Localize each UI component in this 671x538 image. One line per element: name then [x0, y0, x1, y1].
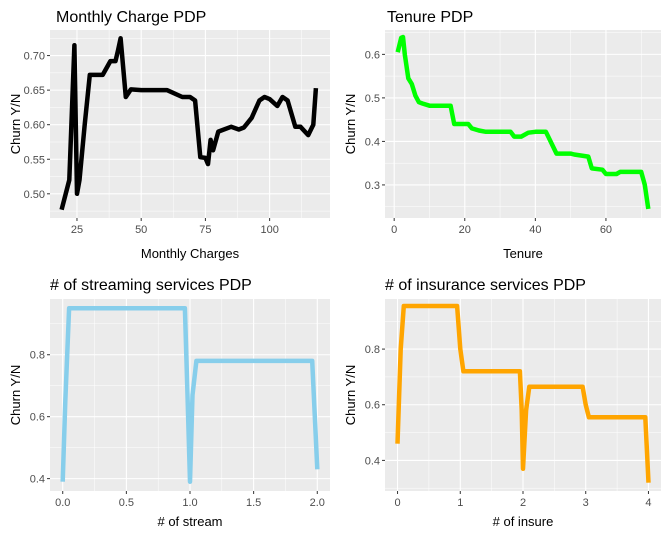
streaming-services-pdp-panel: 0.0 0.5 1.0 1.5 2.0 0.4 0.6 0.8 # of streaming s…: [8, 277, 330, 529]
insurance-y-tick-label: 0.4: [365, 455, 380, 467]
insurance-title: # of insurance services PDP: [385, 277, 586, 294]
tenure-x-tick-label: 0: [391, 224, 397, 236]
insurance-pdp-line: [395, 303, 651, 483]
insurance-x-tick-label: 1: [457, 497, 463, 509]
monthly-charge-y-tick-label: 0.55: [24, 154, 45, 166]
tenure-y-tick-label: 0.5: [365, 93, 380, 105]
tenure-y-tick-label: 0.6: [365, 49, 380, 61]
streaming-y-tick-label: 0.4: [30, 474, 45, 486]
tenure-x-tick-label: 20: [459, 224, 471, 236]
tenure-pdp-panel: 0 20 40 60 0.3 0.4 0.5 0.6 Tenure PDP Tenure Churn…: [343, 9, 661, 261]
tenure-x-axis-label: Tenure: [503, 246, 543, 261]
streaming-x-tick-label: 2.0: [310, 497, 325, 509]
monthly-charge-y-tick-label: 0.65: [24, 85, 45, 97]
monthly-charge-y-tick-label: 0.70: [24, 51, 45, 63]
tenure-y-tick-label: 0.3: [365, 180, 380, 192]
tenure-x-tick-label: 60: [600, 224, 612, 236]
streaming-x-tick-label: 0.5: [119, 497, 134, 509]
monthly-charge-x-tick-label: 75: [199, 224, 211, 236]
insurance-y-tick-label: 0.8: [365, 344, 380, 356]
monthly-charge-y-tick-label: 0.50: [24, 189, 45, 201]
tenure-title: Tenure PDP: [387, 9, 473, 26]
monthly-charge-y-tick-label: 0.60: [24, 120, 45, 132]
monthly-charge-title: Monthly Charge PDP: [56, 9, 206, 26]
monthly-charge-y-axis-label: Churn Y/N: [8, 94, 23, 154]
insurance-x-tick-label: 3: [583, 497, 589, 509]
insurance-y-axis-label: Churn Y/N: [343, 365, 358, 425]
insurance-x-tick-label: 0: [394, 497, 400, 509]
insurance-x-tick-label: 2: [520, 497, 526, 509]
monthly-charge-x-tick-label: 50: [135, 224, 147, 236]
tenure-plot-background: [385, 30, 661, 218]
monthly-charge-x-axis-label: Monthly Charges: [141, 246, 240, 261]
monthly-charge-plot-background: [50, 30, 330, 218]
tenure-pdp-line: [395, 34, 651, 210]
streaming-x-axis-label: # of stream: [157, 514, 222, 529]
streaming-y-axis-label: Churn Y/N: [8, 365, 23, 425]
insurance-x-tick-label: 4: [645, 497, 651, 509]
tenure-y-axis-label: Churn Y/N: [343, 94, 358, 154]
tenure-x-tick-label: 40: [529, 224, 541, 236]
streaming-x-tick-label: 1.0: [182, 497, 197, 509]
monthly-charge-pdp-panel: 25 50 75 100 0.50 0.55 0.60 0.65 0.70 Monthly Cha…: [8, 9, 330, 261]
monthly-charge-x-tick-label: 25: [71, 224, 83, 236]
insurance-x-axis-label: # of insure: [493, 514, 554, 529]
monthly-charge-pdp-line: [59, 36, 319, 211]
tenure-y-tick-label: 0.4: [365, 136, 380, 148]
streaming-title: # of streaming services PDP: [50, 277, 252, 294]
insurance-services-pdp-panel: 0 1 2 3 4 0.4 0.6 0.8 # of insurance services PD…: [343, 277, 661, 529]
insurance-y-tick-label: 0.6: [365, 400, 380, 412]
streaming-y-tick-label: 0.6: [30, 412, 45, 424]
streaming-x-tick-label: 0.0: [55, 497, 70, 509]
monthly-charge-x-tick-label: 100: [260, 224, 278, 236]
streaming-y-tick-label: 0.8: [30, 350, 45, 362]
streaming-x-tick-label: 1.5: [246, 497, 261, 509]
streaming-pdp-line: [60, 306, 320, 484]
